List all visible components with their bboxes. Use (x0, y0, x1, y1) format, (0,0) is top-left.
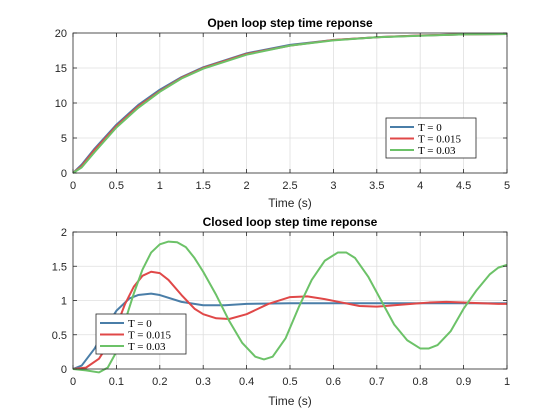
series-lines (72, 33, 508, 174)
legend-label: T = 0.03 (128, 341, 166, 353)
x-tick-label: 0 (70, 376, 76, 388)
x-tick-label: 2 (244, 180, 250, 192)
series-line (72, 240, 508, 374)
y-tick-label: 5 (61, 133, 67, 145)
legend-label: T = 0.015 (418, 134, 461, 146)
legend-label: T = 0 (128, 318, 152, 330)
x-tick-label: 0.2 (152, 376, 167, 388)
x-tick-label: 1.5 (196, 180, 211, 192)
y-tick-label: 20 (55, 28, 67, 40)
x-tick-label: 4 (417, 180, 423, 192)
y-tick-label: 2 (61, 227, 67, 239)
x-tick-label: 0.4 (239, 376, 254, 388)
legend-label: T = 0.03 (418, 145, 456, 157)
x-tick-label: 2.5 (282, 180, 297, 192)
chart-title: Open loop step time reponse (207, 16, 373, 30)
x-tick-label: 0 (70, 180, 76, 192)
x-tick-label: 0.9 (456, 376, 471, 388)
grid (73, 232, 507, 369)
y-tick-label: 15 (55, 63, 67, 75)
x-tick-label: 0.5 (282, 376, 297, 388)
y-tick-label: 0 (61, 364, 67, 376)
x-tick-label: 0.7 (369, 376, 384, 388)
x-axis-label: Time (s) (268, 196, 312, 210)
x-tick-label: 0.1 (109, 376, 124, 388)
axis-ticks: 0 0.5 1 1.5 2 2.5 3 3.5 4 4.5 5 0 5 10 15 20 (55, 28, 510, 192)
x-axis-label: Time (s) (268, 394, 312, 408)
x-tick-label: 0.5 (109, 180, 124, 192)
x-tick-label: 0.8 (413, 376, 428, 388)
x-tick-label: 4.5 (456, 180, 471, 192)
closed-loop-chart: Closed loop step time reponse 0 0.1 0.2 0.3… (52, 215, 510, 408)
series-line (72, 270, 507, 370)
open-loop-chart: Open loop step time reponse 0 0.5 1 1.5 2 2.5… (55, 16, 510, 210)
x-tick-label: 3.5 (369, 180, 384, 192)
x-tick-label: 0.6 (326, 376, 341, 388)
y-tick-label: 1 (61, 296, 67, 308)
chart-title: Closed loop step time reponse (203, 215, 378, 229)
x-tick-label: 0.3 (196, 376, 211, 388)
x-tick-label: 1 (157, 180, 163, 192)
series-line (72, 33, 508, 174)
y-tick-label: 10 (55, 98, 67, 110)
legend-label: T = 0.015 (128, 330, 171, 342)
x-tick-label: 5 (504, 180, 510, 192)
y-tick-label: 1.5 (52, 261, 67, 273)
axis-ticks: 0 0.1 0.2 0.3 0.4 0.5 0.6 0.7 0.8 0.9 1 0 0.5 1 1.5 2 (52, 227, 510, 388)
y-tick-label: 0 (61, 168, 67, 180)
y-tick-label: 0.5 (52, 330, 67, 342)
x-tick-label: 3 (330, 180, 336, 192)
legend-label: T = 0 (418, 122, 442, 134)
x-tick-label: 1 (504, 376, 510, 388)
